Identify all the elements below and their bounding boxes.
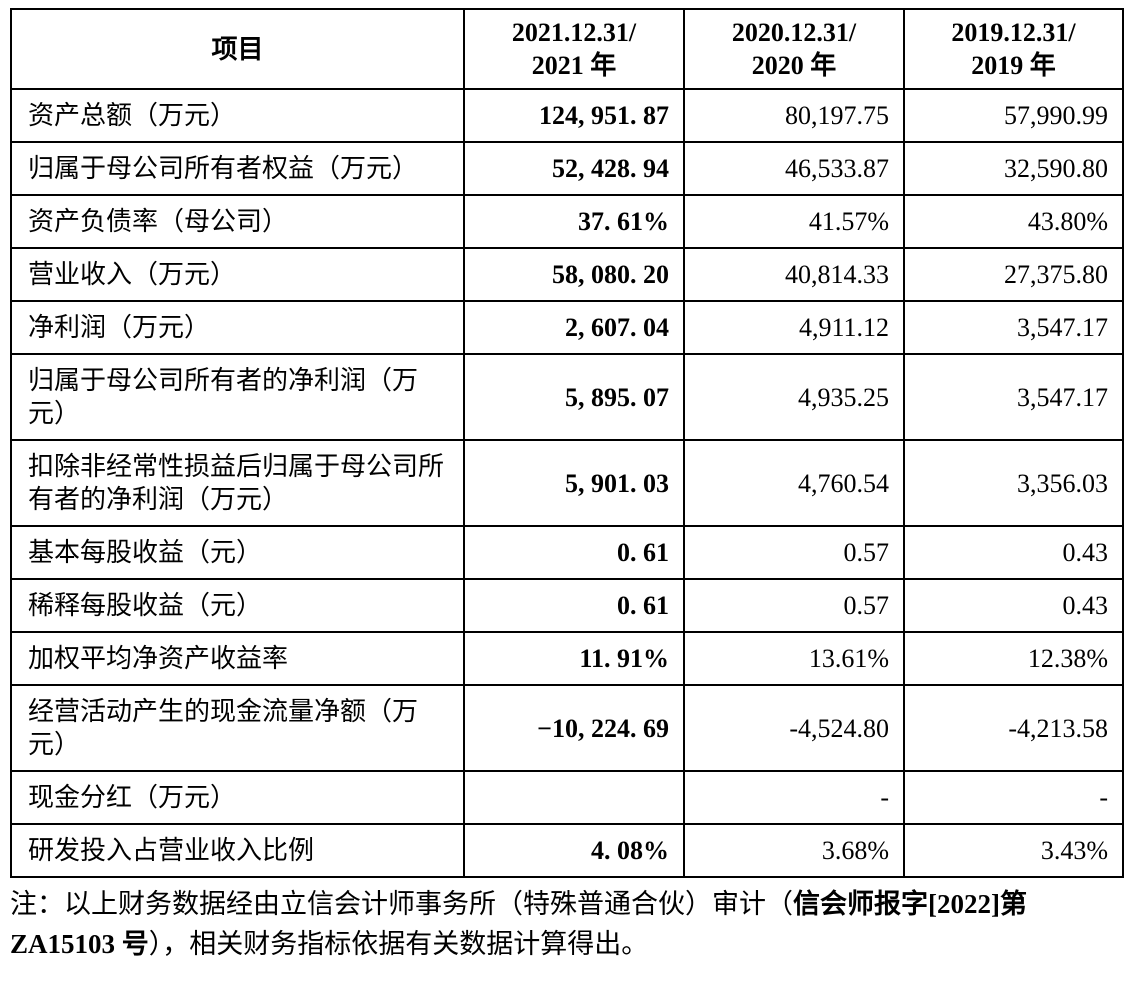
value-2019: 12.38% (903, 631, 1124, 686)
table-row: 现金分红（万元） - - (10, 770, 1124, 825)
header-line: 2020 年 (751, 51, 837, 80)
value-2021: 37. 61% (463, 194, 685, 249)
value-2019: 3.43% (903, 823, 1124, 878)
value-2021 (463, 770, 685, 825)
value-2020: 46,533.87 (683, 141, 905, 196)
header-line: 项目 (211, 34, 264, 64)
row-label: 稀释每股收益（元） (10, 578, 465, 633)
value-2021: 5, 895. 07 (463, 353, 685, 441)
value-2021: −10, 224. 69 (463, 684, 685, 772)
value-2020: 80,197.75 (683, 88, 905, 143)
table-row: 营业收入（万元） 58, 080. 20 40,814.33 27,375.80 (10, 247, 1124, 302)
table-row: 资产负债率（母公司） 37. 61% 41.57% 43.80% (10, 194, 1124, 249)
row-label: 归属于母公司所有者权益（万元） (10, 141, 465, 196)
column-header-fy2019: 2019.12.31/2019 年 (903, 8, 1124, 90)
value-2021: 124, 951. 87 (463, 88, 685, 143)
table-row: 基本每股收益（元） 0. 61 0.57 0.43 (10, 525, 1124, 580)
value-2021: 2, 607. 04 (463, 300, 685, 355)
row-label: 加权平均净资产收益率 (10, 631, 465, 686)
row-label: 扣除非经常性损益后归属于母公司所有者的净利润（万元） (10, 439, 465, 527)
value-2019: 3,547.17 (903, 300, 1124, 355)
value-2019: 27,375.80 (903, 247, 1124, 302)
footnote-audit-ref: ZA15103 号 (10, 929, 149, 959)
row-label: 营业收入（万元） (10, 247, 465, 302)
column-header-fy2021: 2021.12.31/2021 年 (463, 8, 685, 90)
value-2019: 0.43 (903, 578, 1124, 633)
table-row: 研发投入占营业收入比例 4. 08% 3.68% 3.43% (10, 823, 1124, 878)
value-2019: - (903, 770, 1124, 825)
value-2019: 57,990.99 (903, 88, 1124, 143)
column-header-fy2020: 2020.12.31/2020 年 (683, 8, 905, 90)
table-row: 经营活动产生的现金流量净额（万元） −10, 224. 69 -4,524.80 -4… (10, 684, 1124, 772)
row-label: 研发投入占营业收入比例 (10, 823, 465, 878)
value-2020: 4,935.25 (683, 353, 905, 441)
table-row: 归属于母公司所有者的净利润（万元） 5, 895. 07 4,935.25 3,547… (10, 353, 1124, 441)
value-2019: 0.43 (903, 525, 1124, 580)
header-line: 2021.12.31/ (511, 18, 637, 47)
value-2021: 4. 08% (463, 823, 685, 878)
header-line: 2019.12.31/ (951, 18, 1076, 47)
value-2020: 13.61% (683, 631, 905, 686)
value-2020: 4,760.54 (683, 439, 905, 527)
value-2020: 40,814.33 (683, 247, 905, 302)
header-line: 2019 年 (971, 51, 1056, 80)
table-body: 资产总额（万元） 124, 951. 87 80,197.75 57,990.99 归属… (10, 88, 1124, 878)
row-label: 归属于母公司所有者的净利润（万元） (10, 353, 465, 441)
column-header-item: 项目 (10, 8, 465, 90)
row-label: 资产总额（万元） (10, 88, 465, 143)
row-label: 经营活动产生的现金流量净额（万元） (10, 684, 465, 772)
value-2020: 41.57% (683, 194, 905, 249)
header-line: 2020.12.31/ (731, 18, 857, 47)
financial-summary-table: 项目 2021.12.31/2021 年 2020.12.31/2020 年 2019… (10, 8, 1124, 878)
footnote: 注：以上财务数据经由立信会计师事务所（特殊普通合伙）审计（信会师报字[2022]… (10, 884, 1122, 964)
table-header-row: 项目 2021.12.31/2021 年 2020.12.31/2020 年 2019… (10, 8, 1124, 90)
value-2021: 0. 61 (463, 578, 685, 633)
value-2021: 0. 61 (463, 525, 685, 580)
table-row: 归属于母公司所有者权益（万元） 52, 428. 94 46,533.87 32,59… (10, 141, 1124, 196)
table-row: 资产总额（万元） 124, 951. 87 80,197.75 57,990.99 (10, 88, 1124, 143)
value-2019: 3,547.17 (903, 353, 1124, 441)
value-2021: 11. 91% (463, 631, 685, 686)
value-2019: 32,590.80 (903, 141, 1124, 196)
value-2019: 43.80% (903, 194, 1124, 249)
table-row: 净利润（万元） 2, 607. 04 4,911.12 3,547.17 (10, 300, 1124, 355)
value-2020: -4,524.80 (683, 684, 905, 772)
row-label: 资产负债率（母公司） (10, 194, 465, 249)
row-label: 基本每股收益（元） (10, 525, 465, 580)
value-2020: 0.57 (683, 525, 905, 580)
table-row: 加权平均净资产收益率 11. 91% 13.61% 12.38% (10, 631, 1124, 686)
value-2021: 5, 901. 03 (463, 439, 685, 527)
value-2021: 52, 428. 94 (463, 141, 685, 196)
value-2019: -4,213.58 (903, 684, 1124, 772)
value-2020: - (683, 770, 905, 825)
header-line: 2021 年 (531, 51, 617, 80)
footnote-text: ），相关财务指标依据有关数据计算得出。 (148, 929, 649, 959)
footnote-audit-ref: 信会师报字[2022]第 (793, 889, 1027, 919)
value-2021: 58, 080. 20 (463, 247, 685, 302)
row-label: 现金分红（万元） (10, 770, 465, 825)
footnote-text: 注：以上财务数据经由立信会计师事务所（特殊普通合伙）审计（ (10, 889, 793, 919)
table-row: 扣除非经常性损益后归属于母公司所有者的净利润（万元） 5, 901. 03 4,76… (10, 439, 1124, 527)
value-2020: 0.57 (683, 578, 905, 633)
value-2019: 3,356.03 (903, 439, 1124, 527)
table-row: 稀释每股收益（元） 0. 61 0.57 0.43 (10, 578, 1124, 633)
row-label: 净利润（万元） (10, 300, 465, 355)
value-2020: 3.68% (683, 823, 905, 878)
value-2020: 4,911.12 (683, 300, 905, 355)
